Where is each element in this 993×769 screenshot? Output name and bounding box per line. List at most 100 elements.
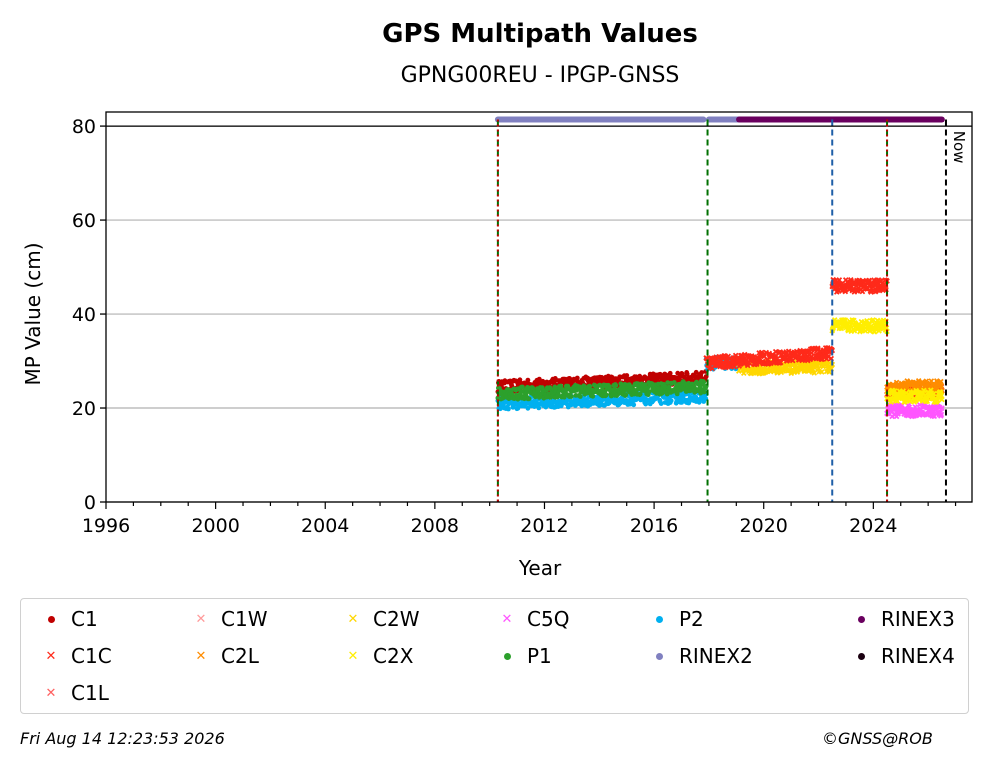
data-point (864, 317, 870, 324)
legend-label: C1C (71, 644, 112, 668)
data-point (939, 405, 945, 412)
data-point (558, 383, 564, 389)
legend-marker-icon (647, 615, 671, 623)
chart-title: GPS Multipath Values (382, 19, 698, 49)
data-point (624, 373, 630, 378)
data-point (838, 325, 845, 332)
legend-label: C5Q (527, 607, 570, 631)
data-point (938, 392, 945, 399)
data-point (836, 277, 843, 283)
data-point (930, 390, 937, 397)
data-point (679, 400, 685, 405)
legend-item-c2x: ✕ C2X (341, 644, 414, 668)
legend-marker-icon (647, 652, 671, 660)
x-tick-label: 1996 (82, 515, 130, 537)
legend-marker-icon (39, 615, 63, 623)
x-tick-label: 2012 (520, 515, 568, 537)
y-tick-label: 40 (72, 304, 96, 326)
data-point (646, 389, 652, 394)
legend-label: C1 (71, 607, 98, 631)
legend-marker-icon: ✕ (45, 685, 57, 701)
legend-marker-icon (495, 652, 519, 660)
x-tick-label: 2024 (849, 515, 897, 537)
x-tick-label: 2016 (630, 515, 678, 537)
legend-marker-icon: ✕ (347, 648, 359, 664)
legend-marker-icon: ✕ (195, 648, 207, 664)
legend-item-c1l: ✕ C1L (39, 681, 109, 705)
legend-label: C2X (373, 644, 414, 668)
data-point (939, 396, 945, 403)
y-tick-label: 20 (72, 398, 96, 420)
legend-label: C2W (373, 607, 420, 631)
y-tick-label: 0 (84, 492, 96, 514)
data-point (924, 398, 931, 405)
data-point (642, 382, 648, 387)
plot-frame (105, 111, 973, 503)
data-point (577, 394, 583, 399)
legend-item-c1c: ✕ C1C (39, 644, 112, 668)
data-point (809, 367, 816, 373)
legend-item-rinex3: RINEX3 (849, 607, 955, 631)
data-point (587, 383, 593, 389)
series-p1 (495, 378, 709, 402)
legend-marker-icon (849, 615, 873, 623)
credit-footer: ©GNSS@ROB (822, 729, 933, 748)
legend-marker-icon: ✕ (195, 611, 207, 627)
legend-item-rinex4: RINEX4 (849, 644, 955, 668)
data-point (699, 370, 705, 375)
data-point (658, 401, 664, 406)
legend-item-c2l: ✕ C2L (189, 644, 259, 668)
legend-label: C1L (71, 681, 109, 705)
data-point (525, 405, 531, 411)
now-label: Now (950, 131, 968, 164)
x-tick-label: 2000 (191, 515, 239, 537)
legend-label: C1W (221, 607, 268, 631)
legend-item-c5q: ✕ C5Q (495, 607, 570, 631)
y-tick-label: 80 (72, 116, 96, 138)
legend-item-p2: P2 (647, 607, 704, 631)
data-point (573, 402, 579, 408)
data-point (525, 377, 531, 383)
data-point (789, 357, 796, 364)
data-point (590, 393, 596, 399)
data-point (920, 387, 927, 394)
chart-subtitle: GPNG00REU - IPGP-GNSS (401, 63, 680, 88)
data-point (603, 392, 609, 398)
data-point (526, 396, 532, 402)
legend-marker-icon: ✕ (45, 648, 57, 664)
data-point (693, 369, 699, 375)
data-point (568, 394, 574, 399)
legend: C1 ✕ C1W ✕ C2W ✕ C5Q P2 RINEX3 ✕ C1C ✕ C2L ✕ C2X P1 RINE… (20, 598, 969, 714)
data-point (530, 385, 536, 391)
data-point (701, 389, 707, 395)
legend-marker-icon: ✕ (501, 611, 513, 627)
data-point (906, 398, 913, 405)
legend-label: P2 (679, 607, 704, 631)
legend-marker-icon: ✕ (347, 611, 359, 627)
series-c5q (884, 401, 945, 420)
data-point (613, 383, 619, 388)
legend-item-c1: C1 (39, 607, 98, 631)
data-point (740, 370, 747, 377)
data-point (637, 391, 643, 397)
data-point (520, 384, 525, 390)
legend-label: P1 (527, 644, 552, 668)
data-point (536, 405, 542, 411)
x-tick-label: 2008 (411, 515, 459, 537)
data-point (668, 398, 674, 404)
data-point (506, 406, 511, 412)
y-axis-label: MP Value (cm) (21, 242, 45, 385)
data-point (938, 411, 945, 418)
legend-label: RINEX4 (881, 644, 955, 668)
legend-label: C2L (221, 644, 259, 668)
multipath-chart: GPS Multipath Values GPNG00REU - IPGP-GN… (21, 19, 973, 580)
x-tick-label: 2004 (301, 515, 349, 537)
data-point (623, 392, 629, 398)
data-point (631, 402, 637, 408)
data-point (818, 369, 825, 375)
legend-marker-icon (849, 652, 873, 660)
data-point (667, 370, 673, 376)
legend-item-p1: P1 (495, 644, 552, 668)
data-point (701, 379, 707, 385)
legend-item-c1w: ✕ C1W (189, 607, 268, 631)
